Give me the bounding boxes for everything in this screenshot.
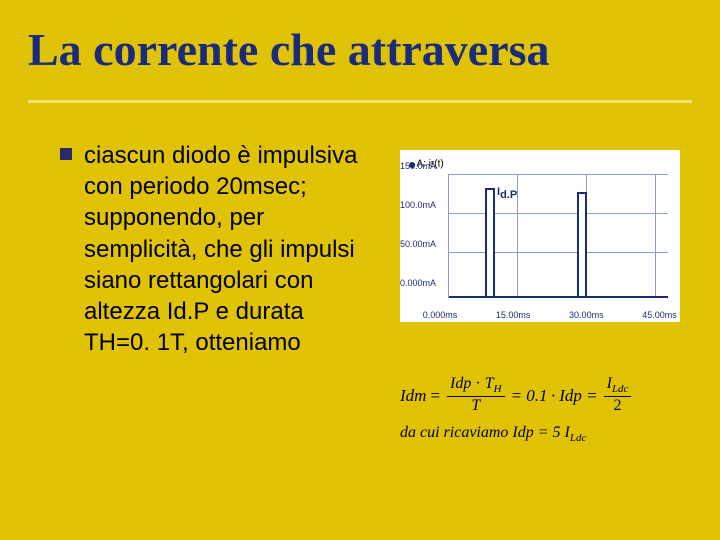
caption-eq-l: Idp [512,424,533,441]
eq-lhs: Idm [400,387,426,404]
equation-main: Idm = Idp · TH T = 0.1 · Idp = ILdc 2 [400,376,690,414]
formula-block: Idm = Idp · TH T = 0.1 · Idp = ILdc 2 da [400,376,690,444]
pulse-2 [577,192,587,297]
frac1-num-a: Idp [450,375,471,392]
y-tick-label: 150.0mA [396,161,436,171]
eq-mid-dot: · [551,387,557,404]
y-tick-label: 50.00mA [396,239,436,249]
square-bullet-icon [60,148,72,160]
y-tick-label: 100.0mA [396,200,436,210]
gridline-h [449,252,668,253]
x-tick-label: 15.00ms [496,310,531,320]
title-underline [28,100,692,103]
slide-title: La corrente che attraversa [0,0,720,84]
slide: La corrente che attraversa ciascun diodo… [0,0,720,540]
frac1-num-b: T [485,375,494,392]
frac2-num: ILdc [604,376,632,397]
y-axis-labels: 150.0mA 100.0mA 50.00mA 0.000mA [400,164,438,288]
baseline [449,296,668,298]
gridline-h [449,213,668,214]
equation-caption: da cui ricaviamo Idp = 5 ILdc [400,424,690,444]
frac1-num: Idp · TH [447,376,505,397]
caption-eq-r-sub: Ldc [570,432,587,444]
bullet-item: ciascun diodo è impulsiva con periodo 20… [60,140,370,358]
frac2-num-sub: Ldc [612,383,629,395]
eq-mid2: Idp = [559,387,597,404]
x-tick-label: 30.00ms [569,310,604,320]
plot-area: Id.P [448,174,668,298]
idp-label-sub: d.P [500,189,517,201]
chart-legend: ●A: ir(t) [408,156,672,172]
frac2-den: 2 [611,397,625,414]
body-content: ciascun diodo è impulsiva con periodo 20… [60,140,370,520]
frac1-dot: · [475,375,480,392]
pulse-1 [485,188,495,297]
x-tick-label: 0.000ms [423,310,458,320]
fraction-1: Idp · TH T [447,376,505,414]
gridline-h [449,174,668,175]
x-axis-labels: 0.000ms 15.00ms 30.00ms 45.00ms [440,310,676,322]
eq-mid: = 0.1 [511,387,548,404]
x-tick-label: 45.00ms [642,310,677,320]
chart-panel: ●A: ir(t) 150.0mA 100.0mA 50.00mA 0.000m… [400,150,680,322]
gridline-v [655,174,656,297]
frac1-den: T [468,397,483,414]
caption-eq-mid: = 5 [538,424,561,441]
y-tick-label: 0.000mA [396,278,436,288]
bullet-text: ciascun diodo è impulsiva con periodo 20… [84,140,370,358]
caption-prefix: da cui ricaviamo [400,424,512,441]
idp-label: Id.P [497,186,517,201]
fraction-2: ILdc 2 [604,376,632,414]
frac1-num-b-sub: H [494,383,502,395]
eq-sign: = [430,387,440,404]
